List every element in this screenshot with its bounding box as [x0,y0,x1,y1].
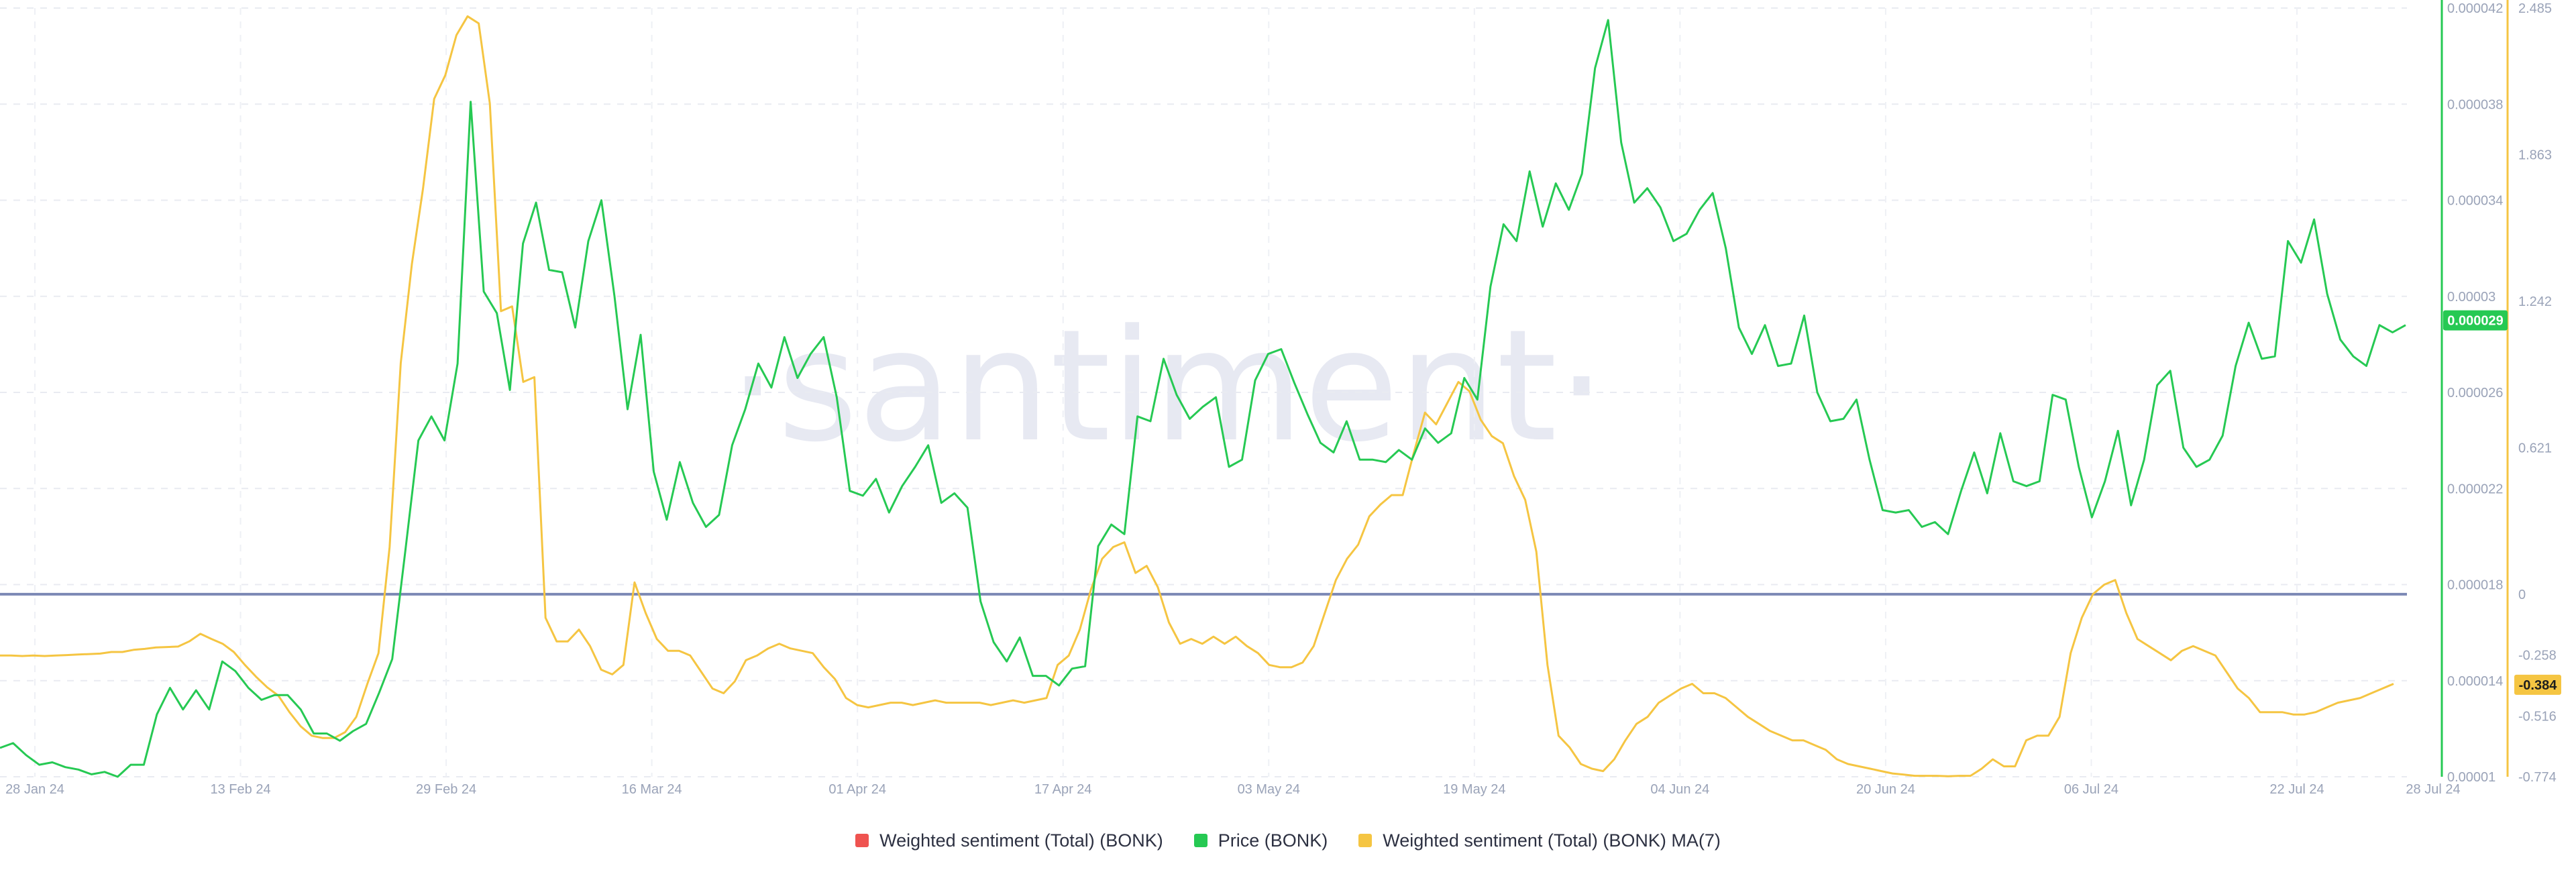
legend-label: Weighted sentiment (Total) (BONK) MA(7) [1383,830,1721,851]
x-tick-label: 01 Apr 24 [828,782,886,797]
price-tick-label: 0.000014 [2447,674,2503,689]
x-tick-label: 16 Mar 24 [622,782,682,797]
price-axis: 0.000042 0.000038 0.000034 0.00003 0.000026 0… [2447,1,2503,785]
sentiment-axis: 2.485 1.863 1.242 0.621 0 -0.258 -0.516 -0.774 [2518,1,2557,785]
sentiment-tick-label: 0 [2518,588,2526,602]
price-tick-label: 0.000026 [2447,386,2503,400]
x-tick-label: 03 May 24 [1238,782,1300,797]
x-tick-label: 28 Jul 24 [2406,782,2460,797]
price-tick-label: 0.000038 [2447,97,2503,112]
sentiment-tick-label: 1.863 [2518,148,2552,163]
price-tick-label: 0.000034 [2447,194,2503,209]
price-current-badge-bg [2443,310,2508,331]
current-value-badges: 0.000029 -0.384 [2443,310,2561,695]
sentiment-tick-label: -0.258 [2518,649,2557,663]
price-current-badge: 0.000029 [2447,314,2503,329]
series-layer [0,15,2406,778]
legend-swatch-yellow [1358,834,1373,847]
x-tick-label: 20 Jun 24 [1856,782,1915,797]
price-tick-label: 0.000022 [2447,482,2503,496]
price-tick-label: 0.00001 [2447,770,2496,785]
legend-item-price[interactable]: Price (BONK) [1193,830,1328,851]
x-tick-label: 22 Jul 24 [2269,782,2324,797]
sentiment-ma7-line [0,15,2394,777]
x-tick-label: 04 Jun 24 [1650,782,1709,797]
x-axis: 28 Jan 24 13 Feb 24 29 Feb 24 16 Mar 24 01 A… [5,782,2461,797]
sentiment-tick-label: -0.516 [2518,709,2557,724]
x-tick-label: 28 Jan 24 [5,782,64,797]
legend-label: Weighted sentiment (Total) (BONK) [879,830,1163,851]
x-tick-label: 06 Jul 24 [2064,782,2118,797]
sentiment-tick-label: 1.242 [2518,294,2552,309]
price-tick-label: 0.000042 [2447,1,2503,16]
legend-item-weighted-sentiment[interactable]: Weighted sentiment (Total) (BONK) [855,830,1163,851]
price-tick-label: 0.00003 [2447,290,2496,305]
x-tick-label: 19 May 24 [1443,782,1505,797]
sentiment-tick-label: 0.621 [2518,441,2552,455]
sentiment-current-badge: -0.384 [2519,678,2558,693]
gridlines [0,7,2407,777]
sentiment-current-badge-bg [2514,674,2561,695]
legend-swatch-green [1193,834,1208,847]
santiment-watermark: ·santiment· [729,297,1606,476]
x-tick-label: 17 Apr 24 [1034,782,1092,797]
x-tick-label: 13 Feb 24 [211,782,271,797]
legend-swatch-red [855,834,869,847]
sentiment-tick-label: 2.485 [2518,1,2552,16]
price-tick-label: 0.000018 [2447,578,2503,593]
sentiment-tick-label: -0.774 [2518,770,2557,785]
legend: Weighted sentiment (Total) (BONK) Price … [0,824,2576,857]
legend-label: Price (BONK) [1218,830,1328,851]
legend-item-sentiment-ma7[interactable]: Weighted sentiment (Total) (BONK) MA(7) [1358,830,1721,851]
x-tick-label: 29 Feb 24 [416,782,476,797]
price-line [0,19,2406,778]
